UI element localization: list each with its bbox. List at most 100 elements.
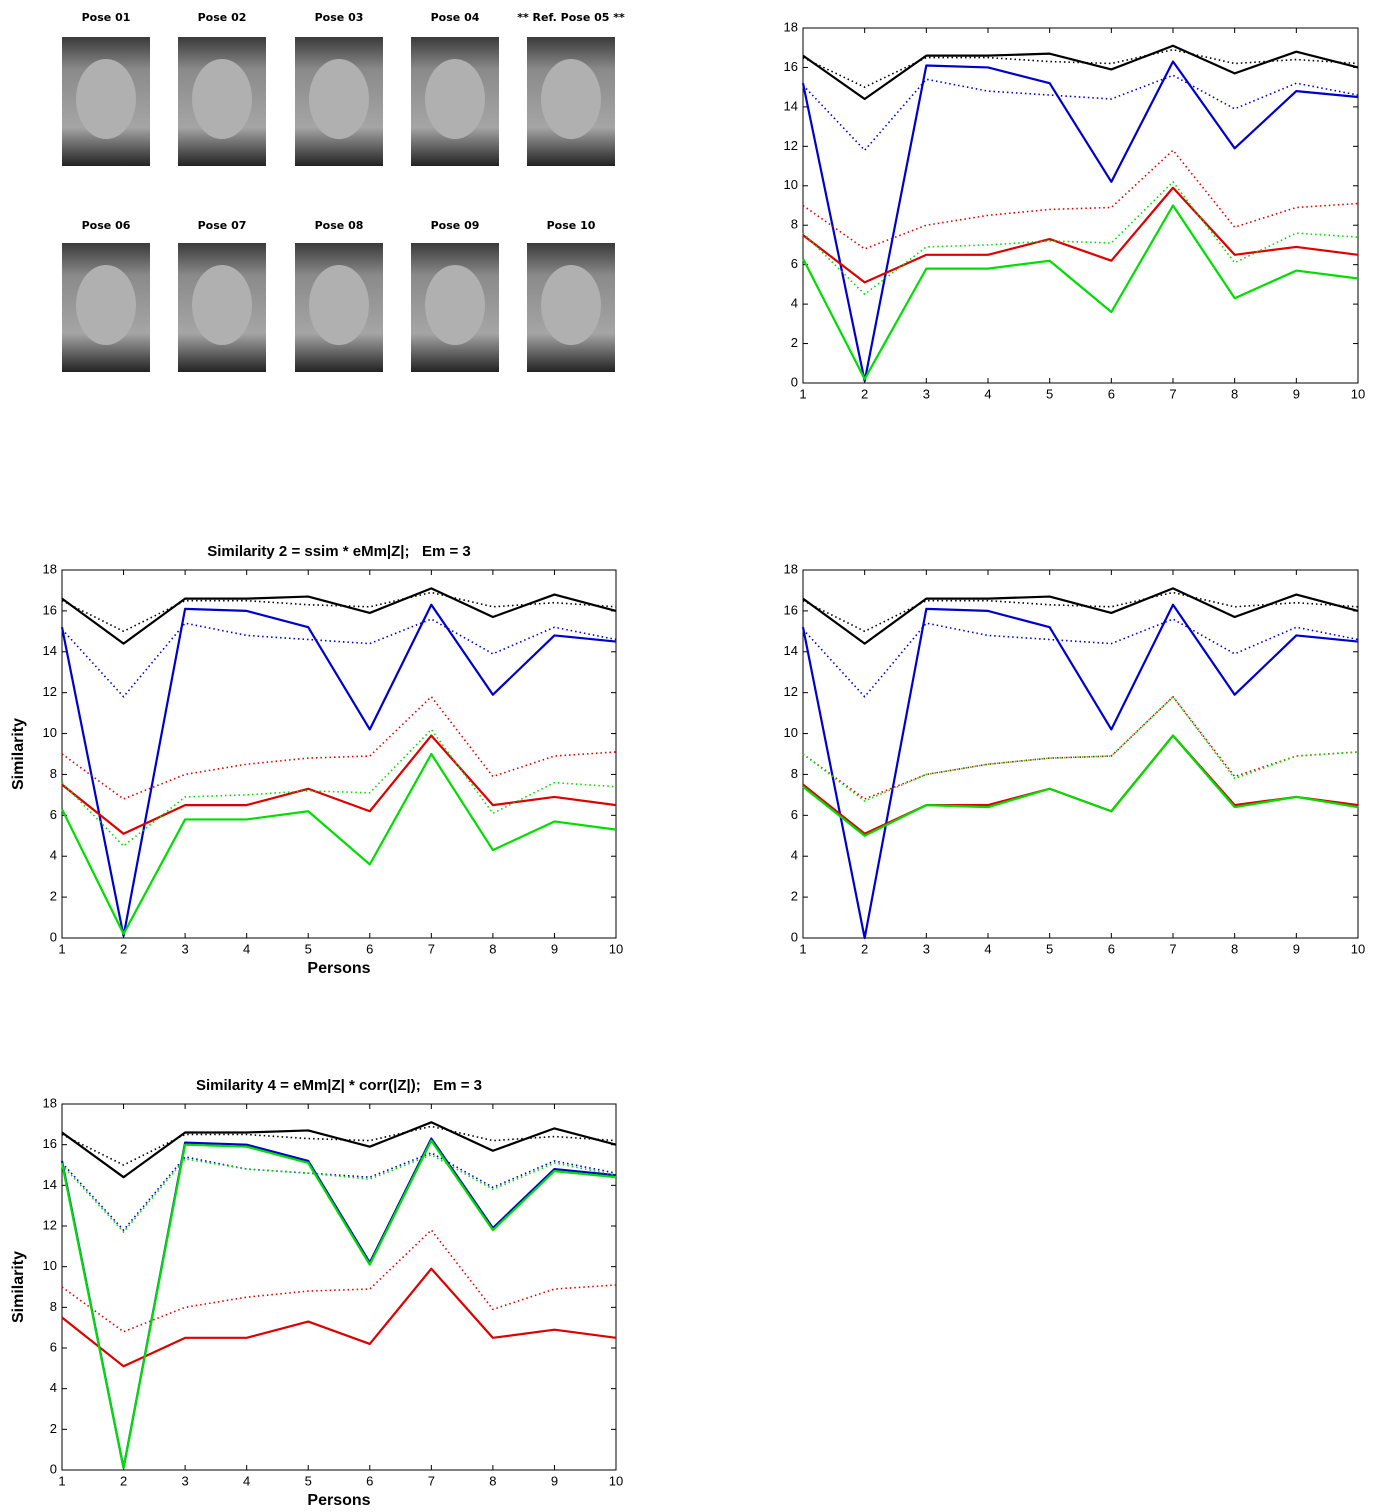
x-tick-label: 4 — [243, 941, 250, 956]
y-tick-label: 12 — [784, 138, 798, 153]
x-tick-label: 8 — [1231, 941, 1238, 956]
face — [192, 59, 252, 139]
y-tick-label: 10 — [784, 725, 798, 740]
line-series — [60, 1139, 617, 1470]
y-tick-label: 6 — [50, 807, 57, 822]
y-tick-label: 0 — [791, 374, 798, 389]
y-tick-label: 4 — [791, 848, 798, 863]
x-tick-label: 1 — [58, 1473, 65, 1488]
y-tick-label: 0 — [791, 929, 798, 944]
x-axis-label: Persons — [307, 1492, 370, 1509]
y-tick-label: 12 — [43, 1217, 57, 1232]
x-tick-label: 8 — [489, 941, 496, 956]
x-tick-label: 4 — [984, 941, 991, 956]
x-tick-label: 2 — [120, 1473, 127, 1488]
line-series — [801, 60, 1359, 383]
pose-grid: Pose 01 Pose 02 Pose 03 Pose 04 ** Ref. Pose… — [62, 11, 625, 372]
plot-area — [802, 27, 1359, 384]
y-tick-label: 2 — [50, 889, 57, 904]
line-series — [61, 1229, 617, 1333]
line-series — [802, 618, 1359, 698]
pose-label: Pose 02 — [198, 11, 247, 24]
line-series — [802, 734, 1359, 837]
plot-area — [802, 569, 1359, 939]
x-tick-label: 5 — [305, 1473, 312, 1488]
line-series — [61, 752, 617, 936]
face — [309, 265, 369, 345]
y-axis-label: Similarity — [10, 1251, 27, 1323]
line-series — [61, 1267, 617, 1368]
y-tick-label: 8 — [50, 1299, 57, 1314]
face — [76, 265, 136, 345]
x-tick-label: 1 — [799, 386, 806, 401]
x-tick-label: 1 — [799, 941, 806, 956]
line-series — [802, 204, 1359, 381]
pose-label: Pose 07 — [198, 219, 247, 232]
x-tick-label: 5 — [305, 941, 312, 956]
y-tick-label: 18 — [43, 561, 57, 576]
line-series — [61, 587, 617, 645]
y-axis-label: Similarity — [10, 718, 27, 790]
y-tick-label: 8 — [50, 766, 57, 781]
y-tick-label: 0 — [50, 1461, 57, 1476]
pose-label: ** Ref. Pose 05 ** — [517, 11, 625, 24]
x-tick-label: 9 — [551, 941, 558, 956]
x-tick-label: 1 — [58, 941, 65, 956]
y-tick-label: 14 — [43, 643, 57, 658]
y-tick-label: 14 — [784, 98, 798, 113]
y-tick-label: 16 — [43, 602, 57, 617]
x-tick-label: 7 — [1169, 941, 1176, 956]
x-tick-label: 3 — [923, 386, 930, 401]
x-tick-label: 9 — [551, 1473, 558, 1488]
pose-label: Pose 04 — [431, 11, 480, 24]
line-series — [802, 149, 1359, 250]
x-tick-label: 6 — [366, 1473, 373, 1488]
y-tick-label: 18 — [43, 1095, 57, 1110]
y-tick-label: 6 — [50, 1339, 57, 1354]
line-series — [801, 603, 1359, 940]
face — [541, 59, 601, 139]
face — [309, 59, 369, 139]
x-tick-label: 10 — [1351, 941, 1365, 956]
plot-area — [61, 569, 617, 939]
face — [425, 265, 485, 345]
line-series — [61, 618, 617, 698]
x-tick-label: 5 — [1046, 386, 1053, 401]
line-series — [61, 734, 617, 835]
line-series — [802, 181, 1359, 296]
y-tick-label: 6 — [791, 256, 798, 271]
y-tick-label: 4 — [50, 1380, 57, 1395]
x-tick-label: 5 — [1046, 941, 1053, 956]
x-tick-label: 3 — [181, 941, 188, 956]
face — [541, 265, 601, 345]
line-series — [60, 603, 617, 938]
y-tick-label: 14 — [784, 643, 798, 658]
pose-label: Pose 01 — [82, 11, 131, 24]
line-series — [802, 587, 1359, 645]
x-axis-label: Persons — [307, 960, 370, 977]
y-tick-label: 2 — [50, 1421, 57, 1436]
y-tick-label: 12 — [784, 684, 798, 699]
x-tick-label: 3 — [181, 1473, 188, 1488]
line-series — [61, 1121, 617, 1179]
x-tick-label: 6 — [1108, 941, 1115, 956]
y-tick-label: 2 — [791, 335, 798, 350]
y-tick-label: 8 — [791, 766, 798, 781]
face — [425, 59, 485, 139]
y-tick-label: 12 — [43, 684, 57, 699]
pose-label: Pose 06 — [82, 219, 131, 232]
y-tick-label: 10 — [43, 1258, 57, 1273]
pose-label: Pose 09 — [431, 219, 480, 232]
x-tick-label: 2 — [861, 386, 868, 401]
x-tick-label: 2 — [861, 941, 868, 956]
x-tick-label: 8 — [1231, 386, 1238, 401]
line-series — [802, 186, 1359, 284]
x-tick-label: 10 — [609, 1473, 623, 1488]
x-tick-label: 4 — [984, 386, 991, 401]
y-tick-label: 16 — [784, 59, 798, 74]
y-tick-label: 10 — [43, 725, 57, 740]
